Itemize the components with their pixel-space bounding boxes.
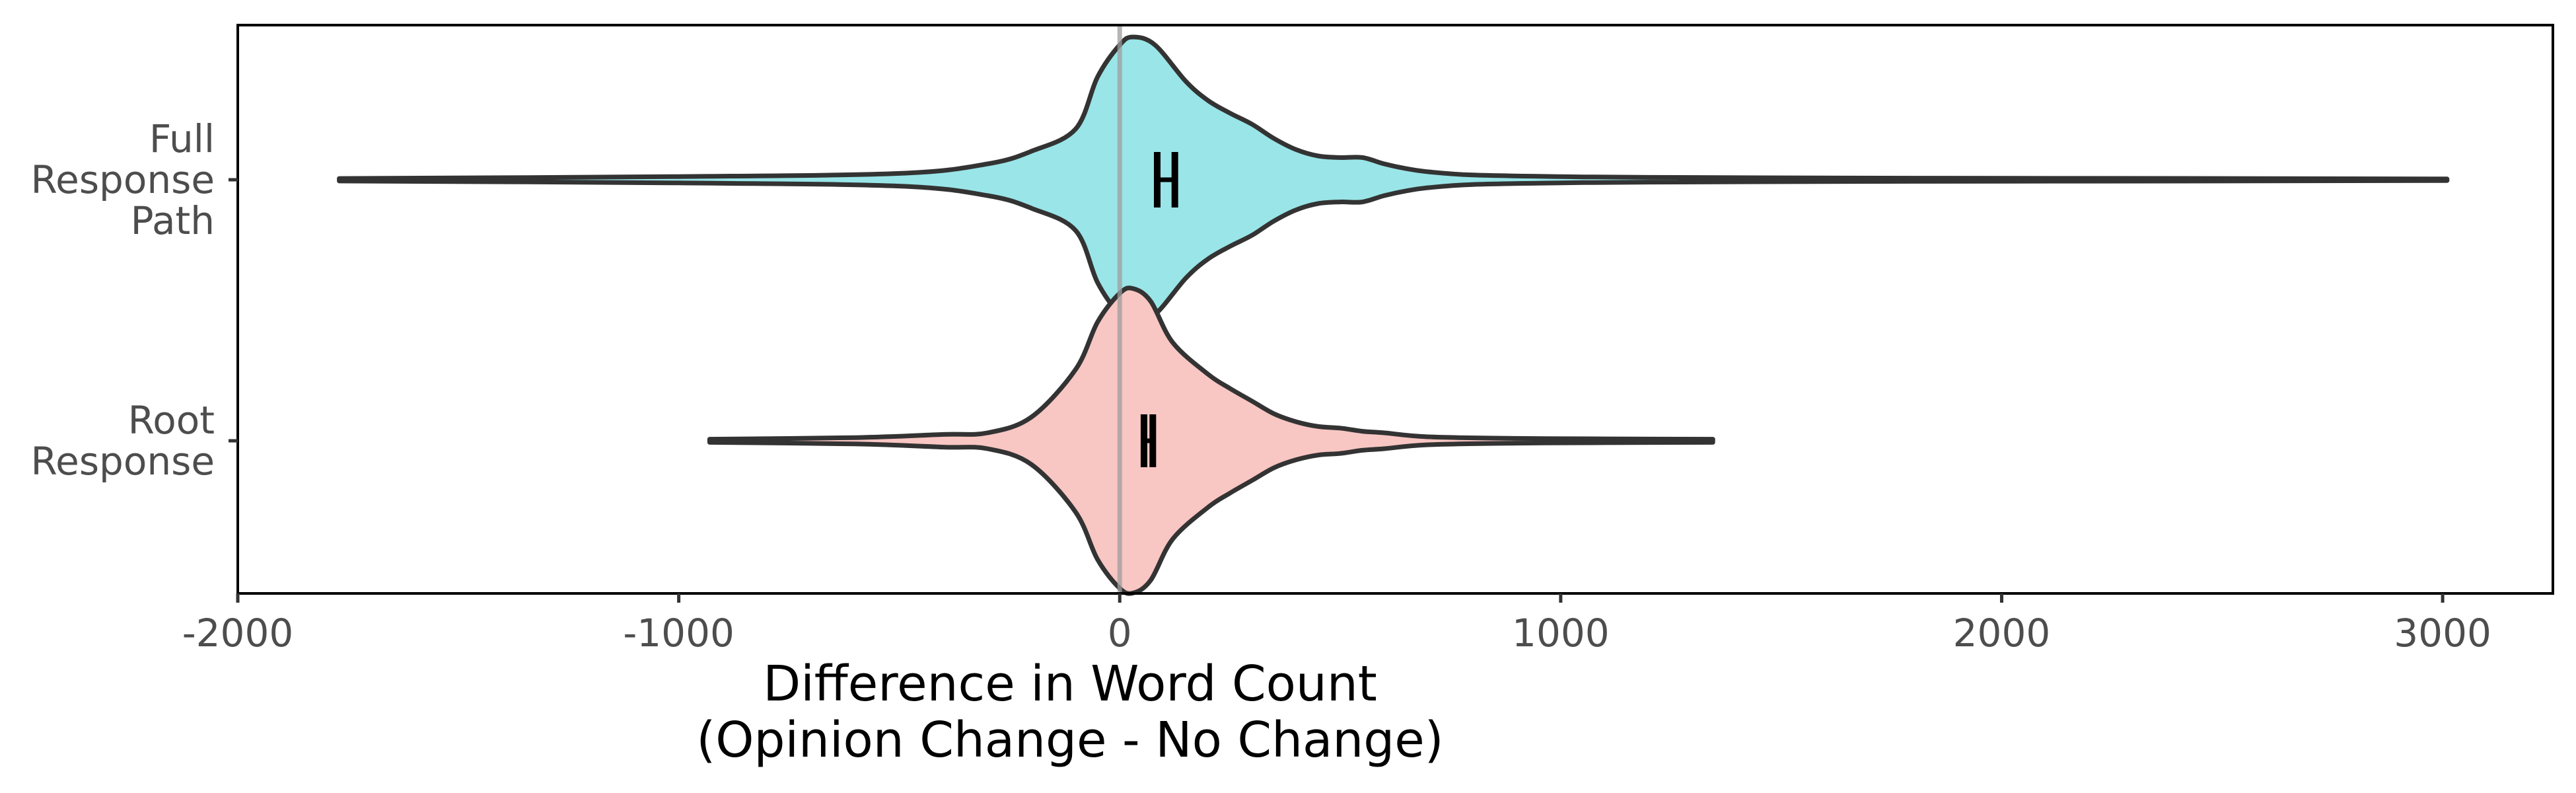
ci-marker-full-response-path xyxy=(1153,152,1178,208)
x-tick-label: 0 xyxy=(1108,611,1132,656)
x-tick-label: 1000 xyxy=(1512,611,1610,656)
x-axis-title: Difference in Word Count xyxy=(763,656,1377,712)
y-category-label-line: Full xyxy=(149,116,215,161)
y-category-label-line: Response xyxy=(30,439,215,484)
x-tick-label: 2000 xyxy=(1953,611,2051,656)
panel-border xyxy=(236,24,2554,595)
y-category-label-line: Path xyxy=(131,198,215,243)
ci-marker-root-response xyxy=(1140,414,1157,467)
y-category-label: Root Response xyxy=(30,398,215,484)
x-tick-label: 3000 xyxy=(2394,611,2491,656)
y-category-label-line: Root xyxy=(128,398,215,443)
y-category-label-line: Response xyxy=(30,157,215,202)
plot-area xyxy=(337,25,2450,596)
x-tick-label: -2000 xyxy=(182,611,294,656)
y-category-label: Full Response Path xyxy=(30,116,215,243)
x-tick-label: -1000 xyxy=(623,611,734,656)
x-axis-title-line2: (Opinion Change - No Change) xyxy=(696,712,1443,769)
